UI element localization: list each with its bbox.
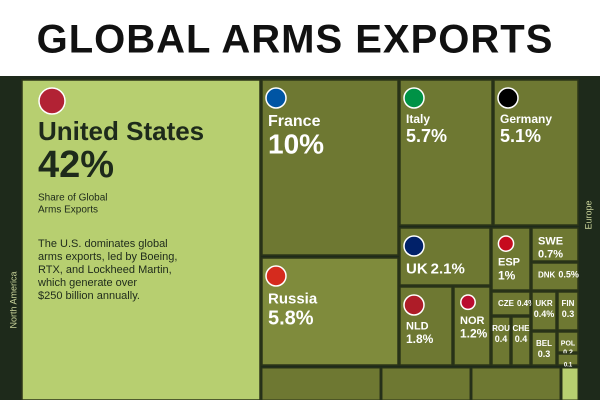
value-label: 2.1% <box>431 260 465 277</box>
value-label: 0.4% <box>534 309 555 319</box>
treemap-cell <box>557 353 579 366</box>
value-label: 0.2 <box>563 349 573 356</box>
category-label: Germany <box>500 112 552 126</box>
header-band <box>0 0 600 76</box>
cell-label: UK 2.1% <box>406 260 465 277</box>
flag <box>265 87 287 109</box>
treemap-cell <box>557 291 579 331</box>
flag <box>38 87 66 115</box>
value-label: 0.4 <box>495 334 508 344</box>
flag <box>497 235 515 252</box>
cell-cropped <box>261 367 381 400</box>
category-label: ESP <box>498 257 520 269</box>
category-label: ROU <box>492 324 510 333</box>
value-label: 1% <box>498 268 516 282</box>
flag <box>403 87 425 109</box>
treemap-cell <box>557 331 579 353</box>
flag <box>460 294 476 311</box>
treemap-cell <box>531 331 557 366</box>
treemap-cell <box>261 79 399 256</box>
category-label: NLD <box>406 320 429 332</box>
category-label: FIN <box>562 299 575 308</box>
treemap-cell <box>531 291 557 331</box>
category-label: CZE <box>498 299 515 308</box>
cell-cropped <box>561 367 579 400</box>
treemap-cell <box>491 316 511 366</box>
category-label: SWE <box>538 235 563 247</box>
value-label: 5.7% <box>406 126 447 146</box>
region-label: Europe <box>583 200 593 229</box>
category-label: NOR <box>460 315 485 327</box>
description: arms exports, led by Boeing, <box>38 251 177 263</box>
description: RTX, and Lockheed Martin, <box>38 264 172 276</box>
value-label: 0.7% <box>538 248 563 260</box>
value-label: 10% <box>268 128 324 159</box>
flag <box>403 235 425 257</box>
value-label: 0.4% <box>517 299 535 308</box>
category-label: UKR <box>535 299 553 308</box>
description: which generate over <box>37 277 137 289</box>
cell-cropped <box>381 367 471 400</box>
value-label: 1.8% <box>406 332 434 346</box>
value-label: 1.2% <box>460 327 488 341</box>
cell-cropped <box>471 367 561 400</box>
category-label: POL <box>561 340 576 347</box>
value-label: 0.1 <box>564 363 573 369</box>
treemap-cell <box>21 79 261 400</box>
treemap-cell <box>491 291 531 316</box>
treemap-cell <box>511 316 531 366</box>
share-note: Share of Global <box>38 193 108 204</box>
flag <box>497 87 519 109</box>
chart-title: GLOBAL ARMS EXPORTS <box>37 18 554 62</box>
value-label: 0.3 <box>538 349 551 359</box>
value-label: 5.8% <box>268 307 314 329</box>
category-label: France <box>268 113 321 130</box>
flag <box>265 265 287 287</box>
category-label: UK <box>406 260 428 277</box>
value-label: 5.1% <box>500 126 541 146</box>
treemap-cell <box>531 262 579 291</box>
category-label: CHE <box>513 324 531 333</box>
description: The U.S. dominates global <box>38 238 168 250</box>
value-label: 0.3 <box>562 309 575 319</box>
category-label: United States <box>38 116 204 146</box>
category-label: Italy <box>406 112 430 126</box>
value-label: 0.5% <box>558 270 579 280</box>
category-label: BEL <box>536 339 552 348</box>
flag <box>403 294 425 316</box>
region-label: North America <box>8 271 18 328</box>
category-label: DNK <box>538 271 556 280</box>
value-label: 42% <box>38 144 114 186</box>
cell-label: DNK 0.5% <box>538 270 579 280</box>
description: $250 billion annually. <box>38 290 140 302</box>
value-label: 0.4 <box>515 334 528 344</box>
treemap-cell <box>531 227 579 262</box>
share-note: Arms Exports <box>38 205 98 216</box>
cell-label: CZE 0.4% <box>498 299 535 308</box>
category-label: Russia <box>268 290 318 307</box>
